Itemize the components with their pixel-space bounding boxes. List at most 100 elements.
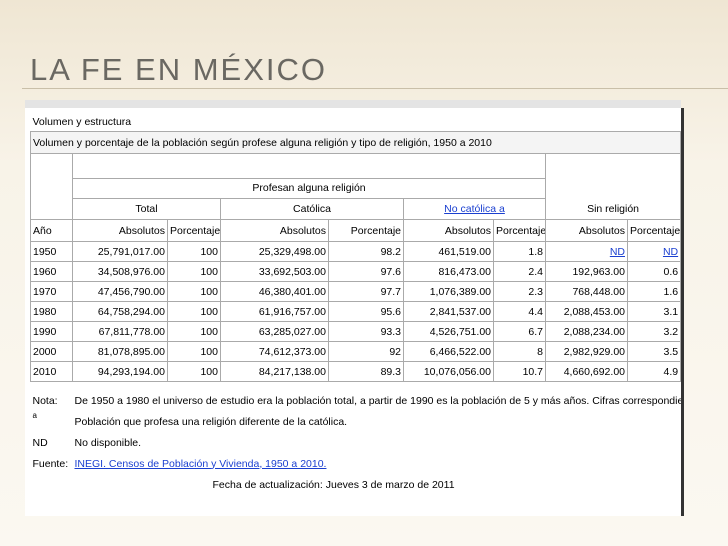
note-row: Nota: De 1950 a 1980 el universo de estud… xyxy=(31,390,681,411)
value-cell: 8 xyxy=(493,341,546,362)
note-text: INEGI. Censos de Población y Vivienda, 1… xyxy=(73,453,681,474)
column-header: Absolutos xyxy=(545,219,628,242)
value-cell: 34,508,976.00 xyxy=(72,261,168,282)
value-cell: 67,811,778.00 xyxy=(72,321,168,342)
value-cell: 100 xyxy=(167,361,221,382)
value-cell: 768,448.00 xyxy=(545,281,628,302)
year-cell: 1950 xyxy=(30,241,73,262)
blank-row xyxy=(30,153,682,178)
value-cell: 461,519.00 xyxy=(403,241,494,262)
table-body: Volumen y estructura Volumen y porcentaj… xyxy=(29,112,682,495)
note-label: ND xyxy=(32,436,48,449)
column-header: Porcentaje xyxy=(493,219,546,242)
nd-link[interactable]: ND xyxy=(609,245,625,258)
value-cell: 3.2 xyxy=(626,321,682,342)
data-row: 1950 25,791,017.00 100 25,329,498.00 98.2 461… xyxy=(30,241,682,262)
value-cell: 192,963.00 xyxy=(545,261,628,282)
updated-row: Fecha de actualización: Jueves 3 de marz… xyxy=(31,474,681,495)
value-cell: 89.3 xyxy=(328,361,404,382)
title-rule xyxy=(22,88,728,89)
value-cell: 47,456,790.00 xyxy=(72,281,168,302)
note-label: Fuente: xyxy=(32,457,69,470)
cell: ND xyxy=(626,241,682,262)
data-row: 2000 81,078,895.00 100 74,612,373.00 92 6,466… xyxy=(30,341,682,362)
value-cell: 84,217,138.00 xyxy=(220,361,329,382)
value-cell: 4,526,751.00 xyxy=(403,321,494,342)
value-cell: 3.5 xyxy=(626,341,682,362)
value-cell: 25,791,017.00 xyxy=(72,241,168,262)
value-cell: 2,841,537.00 xyxy=(403,301,494,322)
value-cell: 94,293,194.00 xyxy=(72,361,168,382)
year-cell: 1970 xyxy=(30,281,73,302)
cell: ND xyxy=(545,241,628,262)
value-cell: 4,660,692.00 xyxy=(545,361,628,382)
value-cell: 100 xyxy=(167,301,221,322)
value-cell: 25,329,498.00 xyxy=(220,241,329,262)
data-row: 1990 67,811,778.00 100 63,285,027.00 93.3 4,5… xyxy=(30,321,682,342)
value-cell: 100 xyxy=(167,321,221,342)
value-cell: 4.9 xyxy=(626,361,682,382)
year-cell: 2000 xyxy=(30,341,73,362)
value-cell: 97.7 xyxy=(328,281,404,302)
nd-link[interactable]: ND xyxy=(662,245,679,258)
cell xyxy=(30,178,73,198)
note-text: Población que profesa una religión difer… xyxy=(74,415,348,428)
value-cell: 2,982,929.00 xyxy=(545,341,628,362)
value-cell: 98.2 xyxy=(328,241,404,262)
value-cell: 93.3 xyxy=(328,321,404,342)
subheader: Total xyxy=(72,197,221,220)
value-cell: 4.4 xyxy=(493,301,546,322)
note-text: No disponible. xyxy=(74,436,142,449)
value-cell: 46,380,401.00 xyxy=(220,281,329,302)
value-cell: 100 xyxy=(167,281,221,302)
note-row: ND No disponible. xyxy=(31,432,681,453)
year-cell: 1990 xyxy=(30,321,73,342)
value-cell: 816,473.00 xyxy=(403,261,494,282)
update-date: Fecha de actualización: Jueves 3 de marz… xyxy=(212,478,455,491)
cell xyxy=(544,153,682,178)
slide-title: LA FE EN MÉXICO xyxy=(30,52,328,87)
data-table: Volumen y estructura Volumen y porcentaj… xyxy=(29,112,682,495)
value-cell: 33,692,503.00 xyxy=(220,261,329,282)
cell xyxy=(72,153,546,178)
cell xyxy=(31,474,73,495)
note-label: a xyxy=(32,411,37,420)
spacer-row xyxy=(31,382,681,391)
cell xyxy=(544,178,682,198)
cell xyxy=(30,198,73,220)
group-header: Profesan alguna religión xyxy=(72,177,546,199)
note-label: Nota: xyxy=(32,394,58,407)
column-header: Porcentaje xyxy=(626,219,682,242)
cell xyxy=(31,382,681,391)
value-cell: 0.6 xyxy=(626,261,682,282)
value-cell: 100 xyxy=(167,241,221,262)
value-cell: 2.4 xyxy=(493,261,546,282)
subheader-row: Total Católica No católica a Sin religió… xyxy=(30,197,682,220)
note-row: Fuente: INEGI. Censos de Población y Vivi… xyxy=(31,453,681,474)
value-cell: 63,285,027.00 xyxy=(220,321,329,342)
year-cell: 1980 xyxy=(30,301,73,322)
column-header: Absolutos xyxy=(220,219,329,242)
year-cell: 1960 xyxy=(30,261,73,282)
value-cell: 64,758,294.00 xyxy=(72,301,168,322)
section-title: Volumen y estructura xyxy=(30,112,681,132)
value-cell: 10,076,056.00 xyxy=(403,361,494,382)
value-cell: 2,088,234.00 xyxy=(545,321,628,342)
value-cell: 6,466,522.00 xyxy=(403,341,494,362)
value-cell: 1.8 xyxy=(493,241,546,262)
data-row: 2010 94,293,194.00 100 84,217,138.00 89.3 10,… xyxy=(30,361,682,382)
group-row: Profesan alguna religión xyxy=(30,177,682,199)
value-cell: 97.6 xyxy=(328,261,404,282)
note-row: a Población que profesa una religión dife… xyxy=(31,411,681,432)
caption-row: Volumen y porcentaje de la población seg… xyxy=(29,131,682,154)
source-link[interactable]: INEGI. Censos de Población y Vivienda, 1… xyxy=(74,457,327,470)
value-cell: 3.1 xyxy=(626,301,682,322)
value-cell: 92 xyxy=(328,341,404,362)
table-caption: Volumen y porcentaje de la población seg… xyxy=(29,131,682,154)
column-header-row: Año Absolutos Porcentaje Absolutos Porcentaj… xyxy=(30,219,682,242)
subheader-link[interactable]: No católica a xyxy=(444,202,505,215)
subheader: Católica xyxy=(220,197,404,220)
data-row: 1970 47,456,790.00 100 46,380,401.00 97.7 1,0… xyxy=(30,281,682,302)
note-text: De 1950 a 1980 el universo de estudio er… xyxy=(74,394,681,407)
